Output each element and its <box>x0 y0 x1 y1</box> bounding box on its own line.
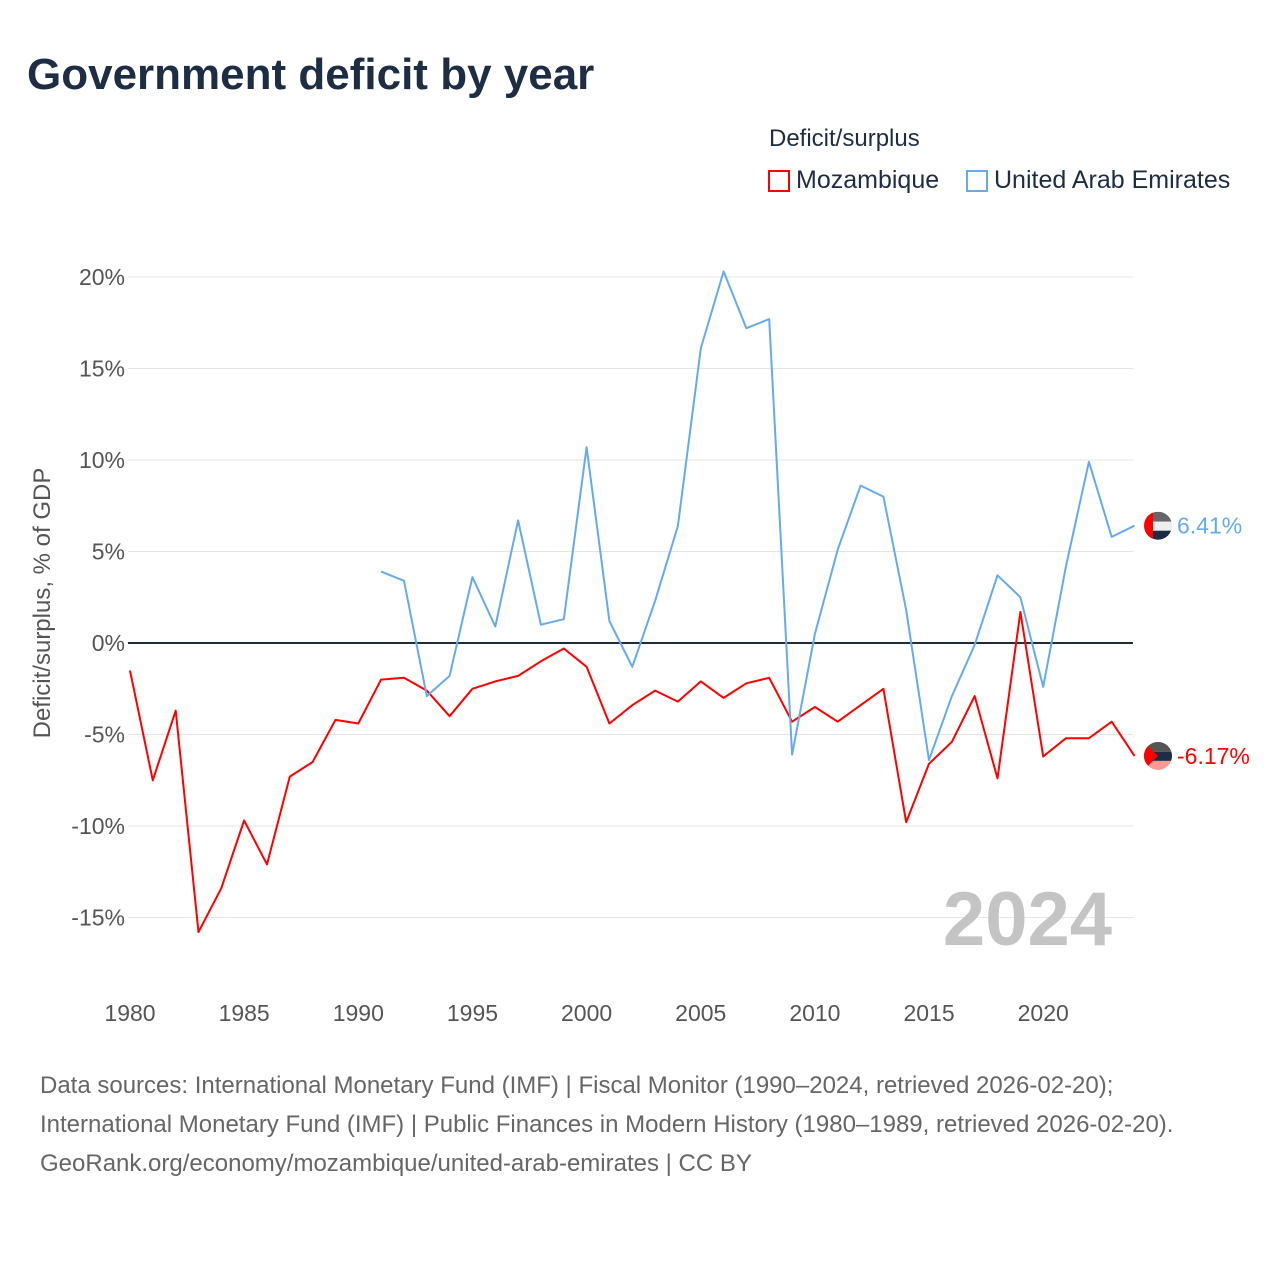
x-tick-label: 1980 <box>104 1000 155 1026</box>
x-tick-label: 1985 <box>219 1000 270 1026</box>
y-tick-label: -5% <box>84 722 125 748</box>
y-tick-label: -15% <box>71 905 125 931</box>
series-line-mozambique[interactable] <box>129 610 1136 934</box>
y-tick-label: 15% <box>79 356 125 382</box>
x-tick-label: 1995 <box>447 1000 498 1026</box>
footer: Data sources: International Monetary Fun… <box>40 1066 1240 1183</box>
source-link[interactable]: GeoRank.org/economy/mozambique/united-ar… <box>40 1150 659 1177</box>
license: | CC BY <box>658 1150 752 1177</box>
uae-flag-icon <box>1144 511 1172 540</box>
series-line-uae[interactable] <box>380 270 1135 762</box>
line-chart: 20% 15% 10% 5% 0% -5% -10% -15% 1980 1985 1990 1995… <box>29 264 1250 1026</box>
y-tick-label: 0% <box>92 630 125 656</box>
mozambique-flag-icon <box>1144 741 1172 770</box>
legend-item-mozambique[interactable]: Mozambique <box>768 166 939 195</box>
legend-title: Deficit/surplus <box>769 125 920 152</box>
x-tick-label: 2010 <box>789 1000 840 1026</box>
y-tick-label: 5% <box>92 539 125 565</box>
legend-swatch <box>768 169 790 192</box>
y-tick-label: 10% <box>79 447 125 473</box>
end-value-label: -6.17% <box>1177 743 1250 769</box>
y-tick-label: 20% <box>79 264 125 290</box>
x-tick-label: 2005 <box>675 1000 726 1026</box>
end-value-label: 6.41% <box>1177 513 1242 539</box>
legend-label: United Arab Emirates <box>994 166 1231 194</box>
x-tick-label: 2015 <box>903 1000 954 1026</box>
legend-label: Mozambique <box>796 166 940 194</box>
y-tick-label: -10% <box>71 813 125 839</box>
x-tick-label: 1990 <box>333 1000 384 1026</box>
legend-item-uae[interactable]: United Arab Emirates <box>966 166 1230 195</box>
legend-swatch <box>966 169 988 192</box>
y-axis-label: Deficit/surplus, % of GDP <box>29 468 56 739</box>
year-watermark: 2024 <box>943 877 1112 962</box>
chart-title: Government deficit by year <box>27 50 595 99</box>
x-tick-label: 2020 <box>1018 1000 1069 1026</box>
x-tick-label: 2000 <box>561 1000 612 1026</box>
data-sources: Data sources: International Monetary Fun… <box>40 1072 1174 1138</box>
